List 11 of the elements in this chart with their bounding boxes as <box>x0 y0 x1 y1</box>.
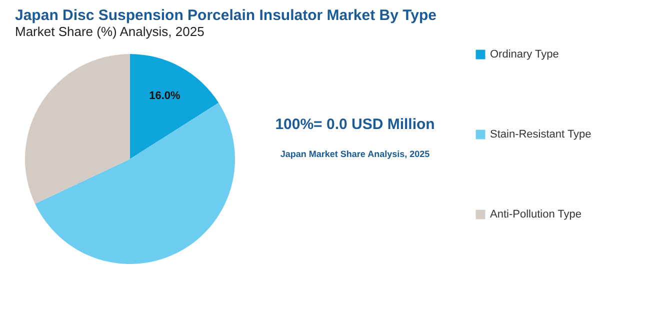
chart-title: Japan Disc Suspension Porcelain Insulator Market By Type <box>15 7 437 24</box>
legend-label: Anti-Pollution Type <box>490 208 582 220</box>
chart-subtitle: Market Share (%) Analysis, 2025 <box>15 24 204 39</box>
data-label: 16.0% <box>149 90 180 102</box>
pie-slice <box>130 54 219 159</box>
legend-label: Stain-Resistant Type <box>490 128 592 140</box>
pie-slice <box>34 102 235 264</box>
legend-label: Ordinary Type <box>490 48 559 60</box>
text: 100%= 0.0 USD Million <box>275 116 435 133</box>
text: Japan Market Share Analysis, 2025 <box>280 149 430 159</box>
pie-slice <box>25 54 130 204</box>
